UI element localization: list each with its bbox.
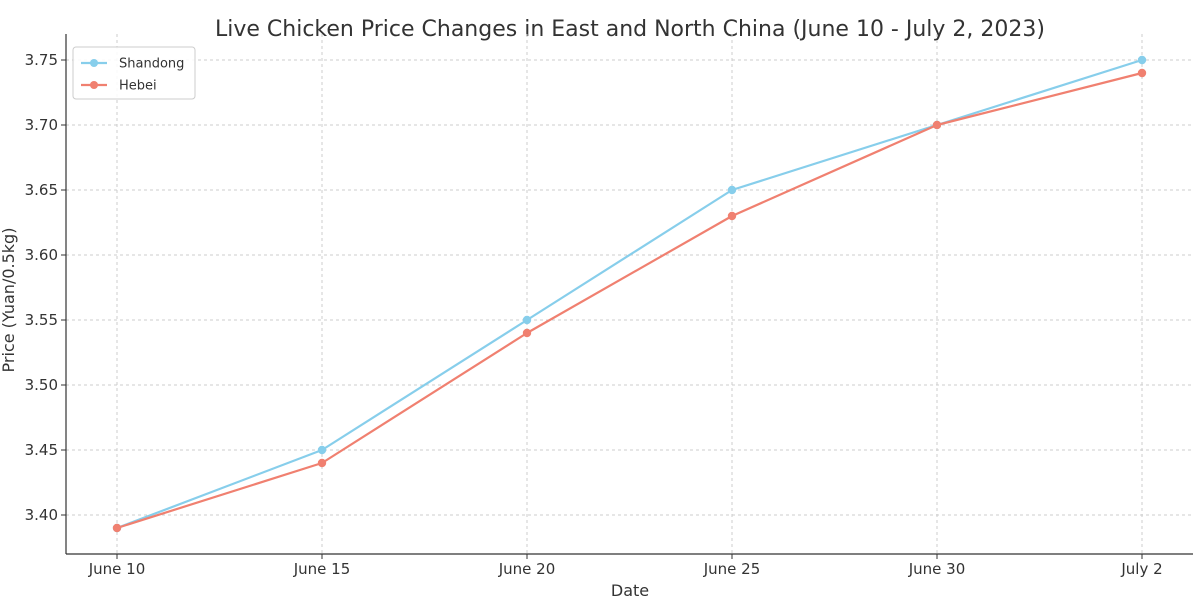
x-tick-label: June 25	[703, 560, 761, 578]
series-line	[116, 71, 1143, 530]
legend-item: Hebei	[81, 79, 157, 94]
y-tick-label: 3.45	[25, 441, 58, 459]
legend-label: Shandong	[119, 57, 184, 72]
y-tick-label: 3.50	[25, 376, 58, 394]
data-point	[317, 445, 327, 455]
y-tick-label: 3.70	[25, 116, 58, 134]
data-point	[317, 458, 327, 468]
y-tick-label: 3.75	[25, 51, 58, 69]
x-tick-label: June 15	[293, 560, 351, 578]
x-axis-ticks: June 10 June 15 June 20 June 25 June 30 July …	[88, 554, 1163, 578]
x-tick-label: June 20	[498, 560, 556, 578]
data-point	[727, 185, 737, 195]
legend: Shandong Hebei	[72, 46, 196, 100]
y-tick-label: 3.65	[25, 181, 58, 199]
legend-swatch-marker	[90, 81, 98, 89]
legend-swatch-marker	[90, 59, 98, 67]
grid	[66, 34, 1193, 554]
series-line	[116, 58, 1143, 530]
y-tick-label: 3.55	[25, 311, 58, 329]
series-layer	[112, 55, 1147, 533]
y-axis-label: Price (Yuan/0.5kg)	[0, 228, 18, 373]
data-point	[522, 315, 532, 325]
y-tick-label: 3.40	[25, 506, 58, 524]
x-tick-label: June 10	[88, 560, 146, 578]
legend-item: Shandong	[81, 57, 184, 72]
y-tick-label: 3.60	[25, 246, 58, 264]
y-axis-ticks: 3.40 3.45 3.50 3.55 3.60 3.65 3.70 3.75	[25, 51, 66, 524]
chart-title: Live Chicken Price Changes in East and N…	[215, 17, 1045, 42]
legend-label: Hebei	[119, 79, 157, 94]
series-hebei	[112, 68, 1147, 533]
data-point	[522, 328, 532, 338]
data-point	[932, 120, 942, 130]
data-point	[1137, 68, 1147, 78]
data-point	[1137, 55, 1147, 65]
data-point	[727, 211, 737, 221]
x-axis-label: Date	[611, 581, 649, 600]
x-tick-label: June 30	[908, 560, 966, 578]
series-shandong	[112, 55, 1147, 533]
axes-spines	[65, 34, 1193, 555]
data-point	[112, 523, 122, 533]
x-tick-label: July 2	[1120, 560, 1162, 578]
